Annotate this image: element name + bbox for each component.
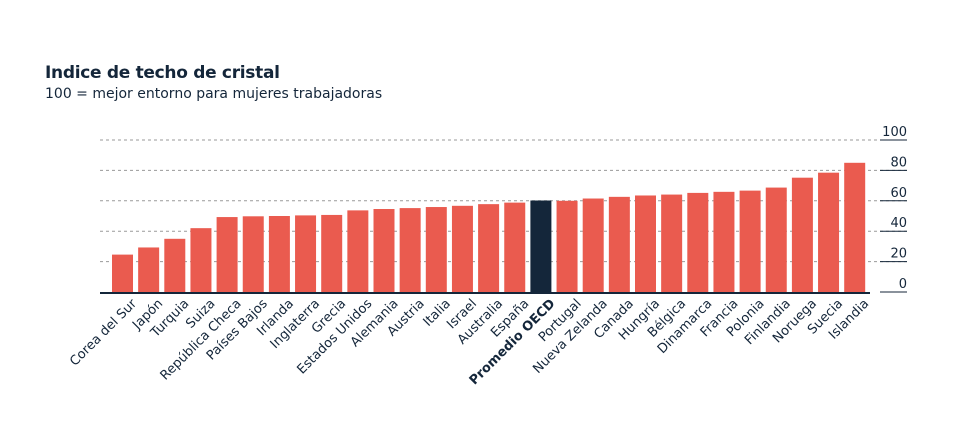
bar — [556, 200, 578, 292]
bar — [791, 177, 813, 292]
bar — [347, 210, 369, 292]
bar — [190, 228, 212, 292]
bar — [138, 247, 160, 292]
bar — [582, 198, 604, 292]
bar — [164, 238, 186, 292]
bar — [242, 216, 264, 292]
chart-title: Indice de techo de cristal — [45, 63, 280, 83]
bar — [373, 209, 395, 292]
bar — [661, 194, 683, 292]
bar — [478, 204, 500, 292]
bar — [844, 162, 866, 292]
bar — [504, 202, 526, 292]
bar — [451, 205, 473, 292]
bar — [425, 207, 447, 292]
y-tick-label: 60 — [890, 186, 907, 201]
x-tick-label: Corea del Sur — [67, 296, 140, 369]
bar — [635, 195, 656, 292]
bar — [112, 254, 133, 292]
bar — [530, 200, 552, 292]
bar — [765, 187, 787, 292]
chart-subtitle: 100 = mejor entorno para mujeres trabaja… — [45, 86, 383, 102]
y-tick-label: 100 — [882, 125, 907, 140]
bar — [687, 192, 709, 292]
bar — [739, 190, 761, 292]
bar — [608, 196, 630, 292]
bar — [216, 217, 238, 292]
bar — [818, 172, 840, 292]
bar — [399, 208, 421, 292]
y-tick-label: 80 — [890, 155, 907, 170]
bar — [268, 216, 290, 292]
y-tick-label: 0 — [899, 277, 907, 292]
bar — [295, 215, 317, 292]
y-tick-label: 20 — [890, 247, 907, 262]
bar — [321, 214, 343, 292]
y-tick-label: 40 — [890, 216, 907, 231]
bar — [713, 191, 735, 292]
